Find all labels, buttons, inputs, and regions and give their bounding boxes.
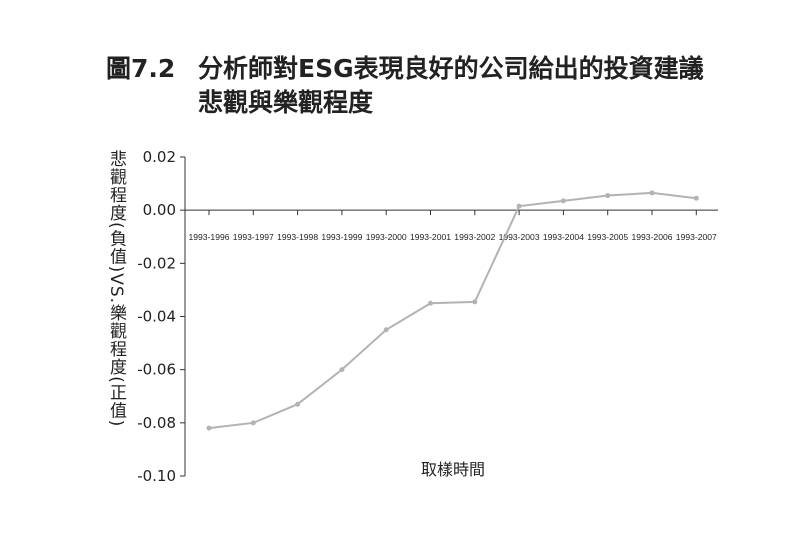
x-tick-label: 1993-2001 <box>410 232 451 242</box>
y-tick-label: -0.04 <box>137 308 176 326</box>
figure-number: 圖7.2 <box>106 54 176 83</box>
data-point <box>516 203 522 209</box>
data-point <box>206 425 212 431</box>
data-point <box>339 367 345 373</box>
series-line <box>208 191 697 430</box>
data-point <box>605 193 611 199</box>
x-axis-label: 取樣時間 <box>421 460 485 479</box>
x-tick-label: 1993-2004 <box>543 232 584 242</box>
x-tick-label: 1993-2005 <box>587 232 628 242</box>
x-tick-label: 1993-1996 <box>189 232 230 242</box>
x-tick-label: 1993-1997 <box>233 232 274 242</box>
data-point <box>428 300 433 306</box>
y-tick-label: 0.00 <box>143 201 176 219</box>
data-point <box>472 299 478 305</box>
x-tick-label: 1993-1999 <box>321 232 362 242</box>
data-point <box>560 198 566 204</box>
data-point <box>649 190 655 196</box>
x-ticks: 1993-1996 1993-1997 1993-1998 1993-1999 1993… <box>189 210 717 242</box>
data-point <box>295 401 301 407</box>
x-tick-label: 1993-2007 <box>676 232 717 242</box>
data-point <box>383 327 389 333</box>
x-tick-label: 1993-2003 <box>499 232 540 242</box>
y-tick-label: -0.06 <box>137 361 176 379</box>
figure-title-line1: 分析師對ESG表現良好的公司給出的投資建議 <box>198 54 704 83</box>
y-axis-label: 悲觀程度(負值)VS.樂觀程度(正值) <box>106 150 126 428</box>
x-tick-label: 1993-2000 <box>366 232 407 242</box>
figure-title: 圖7.2 分析師對ESG表現良好的公司給出的投資建議 悲觀與樂觀程度 <box>106 52 704 120</box>
y-tick-label: -0.08 <box>137 414 176 432</box>
y-tick-label: 0.02 <box>143 148 176 166</box>
series-points <box>206 190 699 431</box>
x-tick-label: 1993-2002 <box>454 232 495 242</box>
y-tick-label: -0.02 <box>137 254 176 272</box>
data-point <box>250 420 256 426</box>
y-tick-label: -0.10 <box>137 467 176 485</box>
data-point <box>693 195 699 201</box>
figure-title-line2: 悲觀與樂觀程度 <box>198 88 374 117</box>
y-ticks: 0.02 0.00 -0.02 -0.04 -0.06 -0.08 -0.10 <box>137 148 185 485</box>
x-tick-label: 1993-1998 <box>277 232 318 242</box>
x-tick-label: 1993-2006 <box>632 232 673 242</box>
